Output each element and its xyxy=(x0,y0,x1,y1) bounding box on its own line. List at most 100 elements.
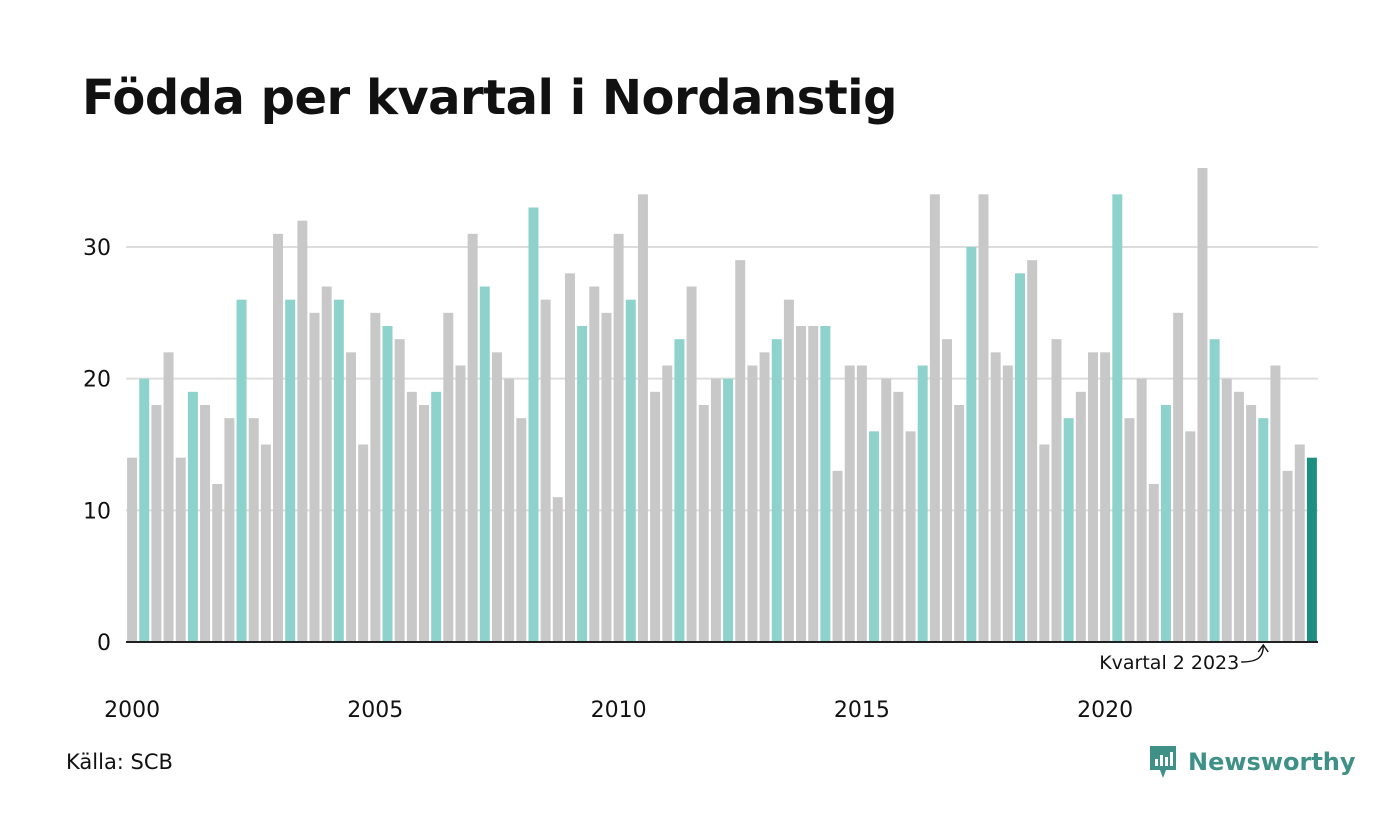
bar xyxy=(260,444,271,642)
bar xyxy=(1027,260,1038,642)
x-tick-label: 2000 xyxy=(104,698,160,723)
bar xyxy=(601,312,612,642)
y-tick-label: 30 xyxy=(83,236,111,261)
y-tick-label: 10 xyxy=(83,499,111,524)
bar xyxy=(346,352,356,642)
bar xyxy=(1270,365,1281,642)
x-axis-ticks: 2000 2005 2010 2015 2020 xyxy=(104,698,1133,723)
bar xyxy=(1282,470,1293,642)
bar xyxy=(151,405,162,642)
bar xyxy=(978,194,989,642)
bar xyxy=(1051,339,1062,642)
bar xyxy=(200,405,211,642)
annotation-label: Kvartal 2 2023 xyxy=(1099,652,1239,674)
chart-title: Födda per kvartal i Nordanstig xyxy=(82,70,897,126)
bar xyxy=(577,326,588,642)
bar xyxy=(1136,378,1147,642)
bar xyxy=(127,457,138,642)
bar xyxy=(552,497,563,642)
bar xyxy=(406,391,417,642)
bar xyxy=(1258,418,1269,642)
bar xyxy=(1197,168,1208,642)
bar xyxy=(358,444,369,642)
bar xyxy=(783,299,794,642)
bar xyxy=(443,312,454,642)
bar xyxy=(990,352,1001,642)
bar xyxy=(1185,431,1196,642)
bar xyxy=(917,365,928,642)
bar xyxy=(942,339,952,642)
bar xyxy=(297,220,308,643)
bar xyxy=(844,365,855,642)
bar xyxy=(929,194,940,642)
newsworthy-bar-chart-icon xyxy=(1150,746,1176,778)
bar xyxy=(881,378,892,642)
bars xyxy=(127,168,1317,643)
bar xyxy=(1246,405,1257,642)
x-tick-label: 2020 xyxy=(1077,698,1133,723)
annotation-arrow xyxy=(1241,643,1269,663)
bar xyxy=(1306,457,1317,642)
bar xyxy=(491,352,502,642)
bar xyxy=(370,312,381,642)
x-tick-label: 2010 xyxy=(591,698,647,723)
bar xyxy=(1039,444,1050,642)
bar xyxy=(1173,312,1184,642)
bar xyxy=(504,378,515,642)
y-tick-label: 0 xyxy=(97,631,111,656)
bar xyxy=(686,286,697,642)
bar xyxy=(479,286,490,642)
x-tick-label: 2005 xyxy=(347,698,403,723)
bar xyxy=(1148,484,1159,642)
bar xyxy=(820,326,831,642)
bar xyxy=(869,431,880,642)
bar xyxy=(674,339,685,642)
bar xyxy=(710,378,721,642)
bar xyxy=(625,299,636,642)
bar xyxy=(662,365,673,642)
bar-chart: 0 10 20 30 2000 2005 2010 2015 2020 Kvartal 2 2… xyxy=(83,168,1318,723)
bar xyxy=(1233,391,1244,642)
bar xyxy=(1294,444,1305,642)
bar xyxy=(187,391,198,642)
y-tick-label: 20 xyxy=(83,368,111,393)
annotation: Kvartal 2 2023 xyxy=(1099,643,1269,674)
bar xyxy=(893,391,904,642)
bar xyxy=(613,233,624,642)
bar xyxy=(528,207,539,642)
bar xyxy=(394,339,405,642)
bar xyxy=(1087,352,1098,642)
bar xyxy=(808,326,819,642)
bar xyxy=(273,233,284,642)
bar xyxy=(1100,352,1111,642)
bar xyxy=(1015,273,1025,642)
bar xyxy=(431,391,442,642)
bar xyxy=(224,418,235,642)
bar xyxy=(589,286,600,642)
bar xyxy=(564,273,575,642)
bar xyxy=(1221,378,1232,642)
bar xyxy=(1002,365,1013,642)
bar xyxy=(419,405,429,642)
bar xyxy=(516,418,527,642)
bar xyxy=(954,405,965,642)
bar xyxy=(966,247,977,642)
newsworthy-logo: Newsworthy xyxy=(1148,744,1356,780)
bar xyxy=(1124,418,1135,642)
y-axis-ticks: 0 10 20 30 xyxy=(83,236,111,656)
bar xyxy=(455,365,466,642)
source-note: Källa: SCB xyxy=(66,750,173,774)
bar xyxy=(175,457,186,642)
bar xyxy=(1209,339,1220,642)
x-tick-label: 2015 xyxy=(834,698,890,723)
bar xyxy=(1160,405,1171,642)
bar xyxy=(1063,418,1074,642)
bar xyxy=(309,312,320,642)
bar xyxy=(856,365,867,642)
bar xyxy=(212,484,223,642)
bar xyxy=(321,286,332,642)
bar xyxy=(333,299,344,642)
bar xyxy=(771,339,782,642)
bar xyxy=(285,299,296,642)
bar xyxy=(637,194,648,642)
